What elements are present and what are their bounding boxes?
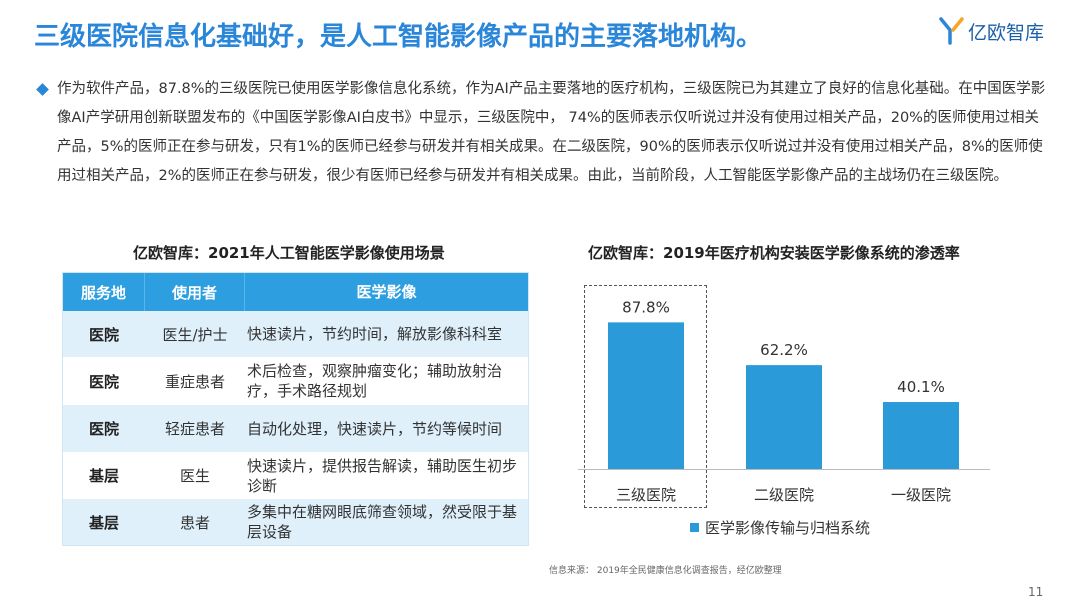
bar — [883, 402, 959, 469]
data-label: 87.8% — [622, 298, 670, 316]
table-title: 亿欧智库：2021年人工智能医学影像使用场景 — [133, 244, 445, 262]
intro-paragraph: 作为软件产品，87.8%的三级医院已使用医学影像信息化系统，作为AI产品主要落地… — [57, 81, 1046, 184]
cell-image: 自动化处理，快速读片，节约等候时间 — [247, 419, 503, 438]
header-user: 使用者 — [145, 273, 245, 311]
data-label: 62.2% — [760, 341, 808, 359]
cell-place: 医院 — [88, 420, 119, 438]
table-row: 医院 轻症患者 自动化处理，快速读片，节约等候时间 — [63, 405, 528, 452]
data-label: 40.1% — [897, 378, 945, 396]
table-row: 医院 医生/护士 快速读片，节约时间，解放影像科科室 — [63, 311, 528, 357]
header-service-place: 服务地 — [63, 273, 145, 311]
cell-image: 术后检查，观察肿瘤变化；辅助放射治疗，手术路径规划 — [247, 362, 503, 400]
page-number: 11 — [1028, 585, 1044, 599]
header-medical-imaging: 医学影像 — [356, 283, 417, 301]
source-note: 信息来源： 2019年全民健康信息化调查报告，经亿欧整理 — [549, 566, 782, 576]
highlight-dashed-box — [584, 285, 707, 508]
usage-scenario-table: 服务地 使用者 医学影像 医院 医生/护士 快速读片，节约时间，解放影像科科室 … — [62, 272, 529, 546]
legend-label: 医学影像传输与归档系统 — [705, 519, 871, 537]
table-row: 基层 医生 快速读片，提供报告解读，辅助医生初步诊断 — [63, 452, 528, 499]
table-row: 医院 重症患者 术后检查，观察肿瘤变化；辅助放射治疗，手术路径规划 — [63, 357, 528, 405]
cell-image: 多集中在糖网眼底筛查领域，然受限于基层设备 — [247, 503, 518, 541]
page-title: 三级医院信息化基础好，是人工智能影像产品的主要落地机构。 — [34, 22, 763, 52]
chart-title: 亿欧智库：2019年医疗机构安装医学影像系统的渗透率 — [588, 244, 960, 262]
table-header-row: 服务地 使用者 医学影像 — [63, 273, 528, 311]
cell-image: 快速读片，节约时间，解放影像科科室 — [247, 325, 503, 343]
cell-user: 医生/护士 — [162, 325, 228, 344]
cell-place: 医院 — [88, 372, 119, 391]
cell-user: 医生 — [179, 467, 210, 485]
brand-logo: 亿欧智库 — [938, 16, 1044, 46]
cell-user: 重症患者 — [164, 372, 225, 391]
legend-swatch — [690, 523, 699, 532]
bar — [608, 322, 684, 469]
cell-user: 患者 — [179, 513, 210, 532]
cell-image: 快速读片，提供报告解读，辅助医生初步诊断 — [247, 456, 518, 495]
logo-mark-icon — [939, 17, 964, 45]
bar — [746, 365, 822, 469]
x-tick-label: 一级医院 — [891, 486, 951, 504]
cell-place: 基层 — [88, 513, 119, 532]
cell-place: 医院 — [88, 325, 119, 344]
cell-user: 轻症患者 — [164, 420, 225, 438]
x-tick-label: 二级医院 — [754, 486, 814, 504]
cell-place: 基层 — [88, 467, 119, 485]
table-row: 基层 患者 多集中在糖网眼底筛查领域，然受限于基层设备 — [63, 499, 528, 545]
chart-legend: 医学影像传输与归档系统 — [690, 517, 870, 538]
x-tick-label: 三级医院 — [616, 486, 676, 504]
logo-text: 亿欧智库 — [968, 21, 1045, 44]
